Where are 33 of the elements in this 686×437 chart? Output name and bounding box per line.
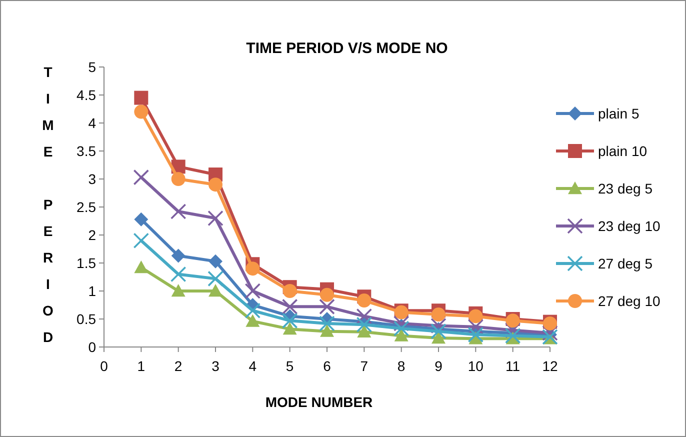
y-tick-label: 2.5 — [76, 198, 96, 215]
x-tick-label: 10 — [468, 358, 484, 374]
legend-label: plain 10 — [598, 142, 648, 159]
x-tick-label: 7 — [360, 358, 368, 374]
legend-label: 23 deg 5 — [598, 180, 653, 196]
y-tick-label: 5 — [88, 58, 96, 75]
x-tick-label: 1 — [137, 358, 146, 374]
x-axis-title: MODE NUMBER — [265, 394, 373, 410]
x-tick-label: 4 — [248, 358, 257, 374]
legend-label: 27 deg 10 — [598, 292, 660, 309]
legend-label: plain 5 — [598, 105, 640, 122]
legend-label: 23 deg 10 — [598, 218, 660, 234]
y-tick-label: 3 — [88, 170, 96, 187]
y-tick-label: 4 — [88, 114, 96, 131]
x-tick-label: 9 — [434, 358, 443, 374]
y-tick-label: 4.5 — [76, 86, 96, 103]
x-tick-label: 5 — [286, 358, 294, 374]
y-tick-label: 1 — [88, 282, 96, 299]
y-tick-label: 0.5 — [76, 310, 96, 327]
x-tick-label: 12 — [542, 358, 558, 374]
x-tick-label: 6 — [323, 358, 332, 374]
y-tick-label: 1.5 — [76, 254, 96, 271]
x-tick-label: 11 — [506, 358, 520, 374]
chart-title: TIME PERIOD V/S MODE NO — [246, 40, 448, 57]
y-tick-label: 0 — [88, 338, 96, 355]
x-tick-label: 0 — [100, 358, 108, 374]
y-tick-label: 3.5 — [76, 142, 96, 159]
y-tick-label: 2 — [88, 226, 96, 243]
x-tick-label: 2 — [174, 358, 182, 374]
legend-label: 27 deg 5 — [598, 255, 653, 272]
y-axis-title: TIME PERIOD — [40, 64, 56, 356]
x-tick-label: 8 — [397, 358, 406, 374]
x-tick-label: 3 — [212, 358, 220, 374]
